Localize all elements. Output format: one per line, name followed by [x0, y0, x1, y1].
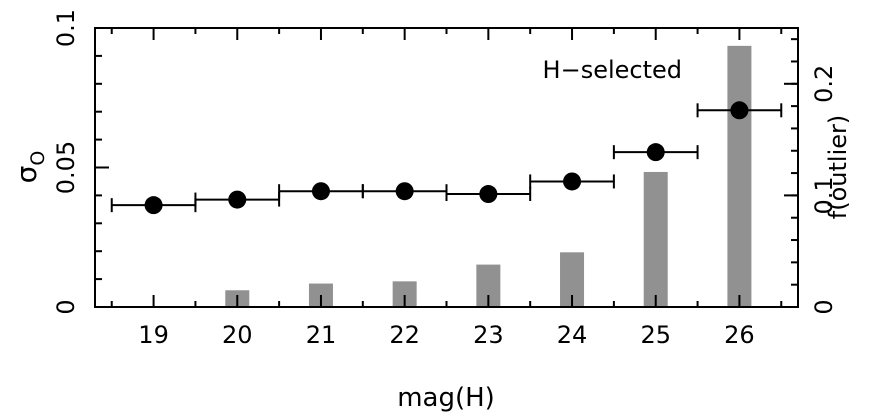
x-tick-label-21: 21	[306, 321, 337, 349]
data-point-26	[730, 101, 749, 120]
y-left-tick-label-1: 0.05	[52, 141, 80, 194]
y-right-tick-label-1: 0.1	[810, 176, 838, 214]
y-right-axis-label: f(outlier)	[824, 115, 852, 219]
labels-layer: H−selected mag(H) σO f(outlier)	[10, 56, 852, 413]
x-tick-label-24: 24	[557, 321, 588, 349]
data-point-23	[479, 185, 498, 204]
y-left-axis-label-main: σ	[10, 166, 43, 184]
data-point-20	[228, 190, 247, 209]
x-tick-label-26: 26	[724, 321, 755, 349]
x-tick-label-23: 23	[473, 321, 504, 349]
annotation-label: H−selected	[543, 56, 682, 84]
y-right-tick-label-2: 0.2	[810, 65, 838, 103]
x-tick-label-22: 22	[389, 321, 420, 349]
y-left-axis-label-subscript: O	[27, 151, 49, 166]
plot-border	[94, 27, 799, 308]
data-point-21	[311, 182, 330, 201]
outlier-bar-26	[727, 45, 752, 308]
y-left-tick-label-2: 0.1	[52, 9, 80, 47]
bars-layer	[225, 45, 752, 308]
ticks-layer: 19 20 21 22 23 24 25 26 0 0.05 0.1 0 0.1 0.2	[52, 9, 838, 349]
x-axis-label: mag(H)	[397, 383, 495, 413]
y-right-tick-label-0: 0	[810, 299, 838, 314]
data-point-22	[395, 182, 414, 201]
y-left-axis-label: σO	[10, 151, 49, 184]
points-layer	[144, 101, 749, 215]
error-bars-layer	[110, 103, 783, 213]
x-tick-label-19: 19	[138, 321, 169, 349]
x-tick-label-25: 25	[640, 321, 671, 349]
outlier-bar-25	[643, 171, 668, 307]
data-point-19	[144, 196, 163, 215]
data-point-24	[563, 172, 582, 191]
plot-frame	[94, 27, 799, 308]
y-left-tick-label-0: 0	[52, 299, 80, 314]
data-point-25	[646, 143, 665, 162]
x-tick-label-20: 20	[222, 321, 253, 349]
